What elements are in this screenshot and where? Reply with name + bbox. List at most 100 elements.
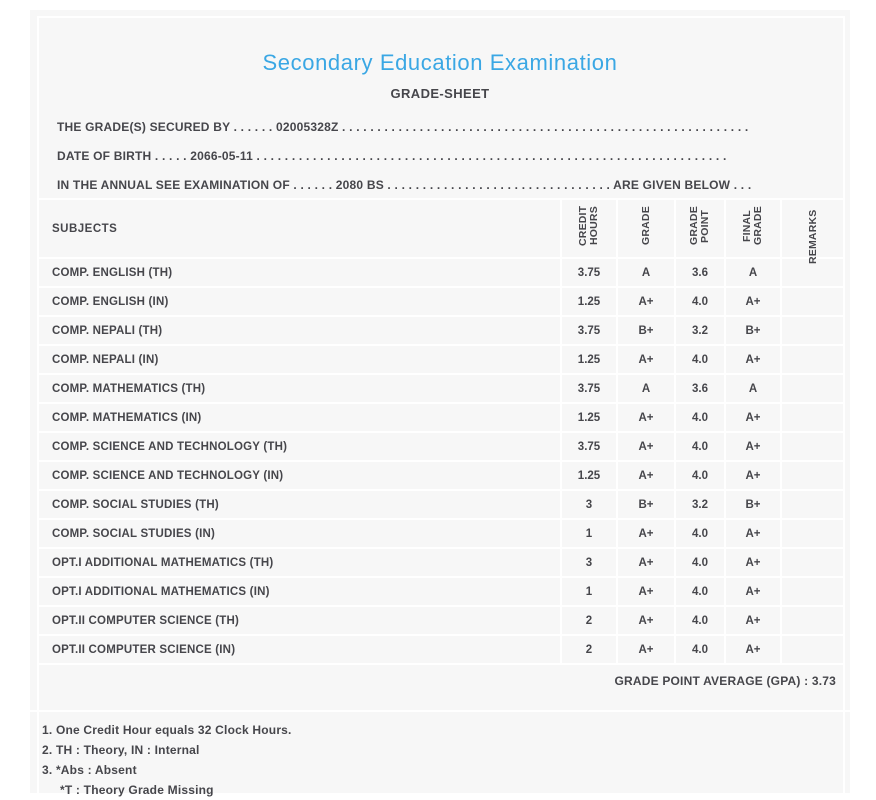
subject-cell: OPT.II COMPUTER SCIENCE (TH) bbox=[52, 614, 240, 627]
final-grade-cell: A bbox=[724, 374, 781, 403]
table-header-row: SUBJECTS CREDIT HOURS GRADE GRADE POINT … bbox=[37, 199, 845, 264]
credit-hours-cell: 3.75 bbox=[560, 258, 617, 287]
subject-cell: COMP. ENGLISH (IN) bbox=[52, 295, 169, 308]
final-grade-cell: A+ bbox=[724, 606, 781, 635]
table-row: COMP. MATHEMATICS (TH) 3.75 A 3.6 A bbox=[37, 374, 845, 403]
table-row: COMP. SCIENCE AND TECHNOLOGY (IN) 1.25 A+ 4… bbox=[37, 461, 845, 490]
final-grade-cell: A+ bbox=[724, 577, 781, 606]
grade-point-cell: 4.0 bbox=[674, 577, 725, 606]
subject-cell: COMP. SOCIAL STUDIES (TH) bbox=[52, 498, 219, 511]
footnote: *T : Theory Grade Missing bbox=[60, 783, 214, 797]
grade-cell: A+ bbox=[616, 432, 675, 461]
table-row: OPT.II COMPUTER SCIENCE (TH) 2 A+ 4.0 A+ bbox=[37, 606, 845, 635]
subjects-header: SUBJECTS bbox=[52, 222, 118, 235]
gradesheet-panel: Secondary Education Examination GRADE-SH… bbox=[30, 10, 850, 799]
subject-cell: OPT.II COMPUTER SCIENCE (IN) bbox=[52, 643, 236, 656]
credit-hours-cell: 1.25 bbox=[560, 287, 617, 316]
table-row: OPT.II COMPUTER SCIENCE (IN) 2 A+ 4.0 A+ bbox=[37, 635, 845, 664]
grade-cell: A bbox=[616, 258, 675, 287]
credit-hours-header: CREDIT HOURS bbox=[577, 205, 600, 247]
date-of-birth-line: DATE OF BIRTH . . . . . 2066-05-11 . . .… bbox=[57, 149, 727, 163]
final-grade-cell: A+ bbox=[724, 345, 781, 374]
credit-hours-cell: 1 bbox=[560, 519, 617, 548]
table-row: COMP. NEPALI (TH) 3.75 B+ 3.2 B+ bbox=[37, 316, 845, 345]
final-grade-cell: B+ bbox=[724, 316, 781, 345]
grade-point-cell: 4.0 bbox=[674, 403, 725, 432]
grade-point-cell: 4.0 bbox=[674, 345, 725, 374]
remarks-header: REMARKS bbox=[807, 209, 819, 265]
grade-point-cell: 4.0 bbox=[674, 519, 725, 548]
credit-hours-cell: 1 bbox=[560, 577, 617, 606]
remarks-cell bbox=[780, 461, 845, 490]
grade-cell: A+ bbox=[616, 519, 675, 548]
table-row: COMP. SCIENCE AND TECHNOLOGY (TH) 3.75 A+ 4… bbox=[37, 432, 845, 461]
grade-point-cell: 4.0 bbox=[674, 635, 725, 664]
subject-cell: COMP. SCIENCE AND TECHNOLOGY (TH) bbox=[52, 440, 288, 453]
final-grade-cell: A bbox=[724, 258, 781, 287]
remarks-cell bbox=[780, 606, 845, 635]
grade-cell: B+ bbox=[616, 316, 675, 345]
footnote: 2. TH : Theory, IN : Internal bbox=[42, 743, 200, 757]
credit-hours-cell: 3 bbox=[560, 548, 617, 577]
credit-hours-cell: 1.25 bbox=[560, 461, 617, 490]
table-row: COMP. ENGLISH (TH) 3.75 A 3.6 A bbox=[37, 258, 845, 287]
grade-point-cell: 4.0 bbox=[674, 606, 725, 635]
table-row: COMP. SOCIAL STUDIES (IN) 1 A+ 4.0 A+ bbox=[37, 519, 845, 548]
grade-table-body: COMP. ENGLISH (TH) 3.75 A 3.6 A COMP. ENGLISH… bbox=[37, 258, 845, 664]
grade-point-cell: 4.0 bbox=[674, 461, 725, 490]
final-grade-header: FINAL GRADE bbox=[741, 206, 764, 246]
remarks-cell bbox=[780, 316, 845, 345]
final-grade-cell: A+ bbox=[724, 548, 781, 577]
final-grade-cell: A+ bbox=[724, 432, 781, 461]
credit-hours-cell: 3.75 bbox=[560, 374, 617, 403]
subject-cell: COMP. ENGLISH (TH) bbox=[52, 266, 173, 279]
grade-cell: A+ bbox=[616, 635, 675, 664]
remarks-cell bbox=[780, 519, 845, 548]
grades-table: SUBJECTS CREDIT HOURS GRADE GRADE POINT … bbox=[37, 198, 845, 665]
grade-point-cell: 4.0 bbox=[674, 432, 725, 461]
grade-point-cell: 3.6 bbox=[674, 258, 725, 287]
examination-year-line: IN THE ANNUAL SEE EXAMINATION OF . . . .… bbox=[57, 178, 752, 192]
table-row: OPT.I ADDITIONAL MATHEMATICS (TH) 3 A+ 4.0 A… bbox=[37, 548, 845, 577]
grade-point-cell: 3.2 bbox=[674, 316, 725, 345]
table-row: OPT.I ADDITIONAL MATHEMATICS (IN) 1 A+ 4.0 A… bbox=[37, 577, 845, 606]
subject-cell: OPT.I ADDITIONAL MATHEMATICS (IN) bbox=[52, 585, 270, 598]
grade-cell: B+ bbox=[616, 490, 675, 519]
grade-point-cell: 4.0 bbox=[674, 287, 725, 316]
grade-cell: A+ bbox=[616, 345, 675, 374]
grade-point-cell: 3.6 bbox=[674, 374, 725, 403]
remarks-cell bbox=[780, 577, 845, 606]
table-row: COMP. SOCIAL STUDIES (TH) 3 B+ 3.2 B+ bbox=[37, 490, 845, 519]
subject-cell: COMP. NEPALI (IN) bbox=[52, 353, 159, 366]
subject-cell: COMP. MATHEMATICS (IN) bbox=[52, 411, 202, 424]
grade-point-cell: 3.2 bbox=[674, 490, 725, 519]
grade-cell: A+ bbox=[616, 577, 675, 606]
credit-hours-cell: 3.75 bbox=[560, 432, 617, 461]
final-grade-cell: A+ bbox=[724, 635, 781, 664]
table-row: COMP. NEPALI (IN) 1.25 A+ 4.0 A+ bbox=[37, 345, 845, 374]
grade-point-cell: 4.0 bbox=[674, 548, 725, 577]
table-row: COMP. MATHEMATICS (IN) 1.25 A+ 4.0 A+ bbox=[37, 403, 845, 432]
gradesheet-subtitle: GRADE-SHEET bbox=[390, 86, 490, 101]
remarks-cell bbox=[780, 374, 845, 403]
credit-hours-cell: 3.75 bbox=[560, 316, 617, 345]
footnote: 1. One Credit Hour equals 32 Clock Hours… bbox=[42, 723, 292, 737]
credit-hours-cell: 1.25 bbox=[560, 403, 617, 432]
footnote: 3. *Abs : Absent bbox=[42, 763, 137, 777]
final-grade-cell: A+ bbox=[724, 287, 781, 316]
credit-hours-cell: 1.25 bbox=[560, 345, 617, 374]
subject-cell: COMP. NEPALI (TH) bbox=[52, 324, 163, 337]
remarks-cell bbox=[780, 490, 845, 519]
grade-cell: A+ bbox=[616, 287, 675, 316]
table-row: COMP. ENGLISH (IN) 1.25 A+ 4.0 A+ bbox=[37, 287, 845, 316]
final-grade-cell: A+ bbox=[724, 519, 781, 548]
grade-cell: A+ bbox=[616, 403, 675, 432]
footnotes-block: 1. One Credit Hour equals 32 Clock Hours… bbox=[42, 720, 830, 800]
gpa-summary: GRADE POINT AVERAGE (GPA) : 3.73 bbox=[614, 674, 836, 688]
remarks-cell bbox=[780, 403, 845, 432]
final-grade-cell: A+ bbox=[724, 403, 781, 432]
subject-cell: COMP. MATHEMATICS (TH) bbox=[52, 382, 206, 395]
credit-hours-cell: 2 bbox=[560, 606, 617, 635]
subject-cell: COMP. SOCIAL STUDIES (IN) bbox=[52, 527, 216, 540]
student-info-block: THE GRADE(S) SECURED BY . . . . . . 0200… bbox=[57, 113, 820, 200]
